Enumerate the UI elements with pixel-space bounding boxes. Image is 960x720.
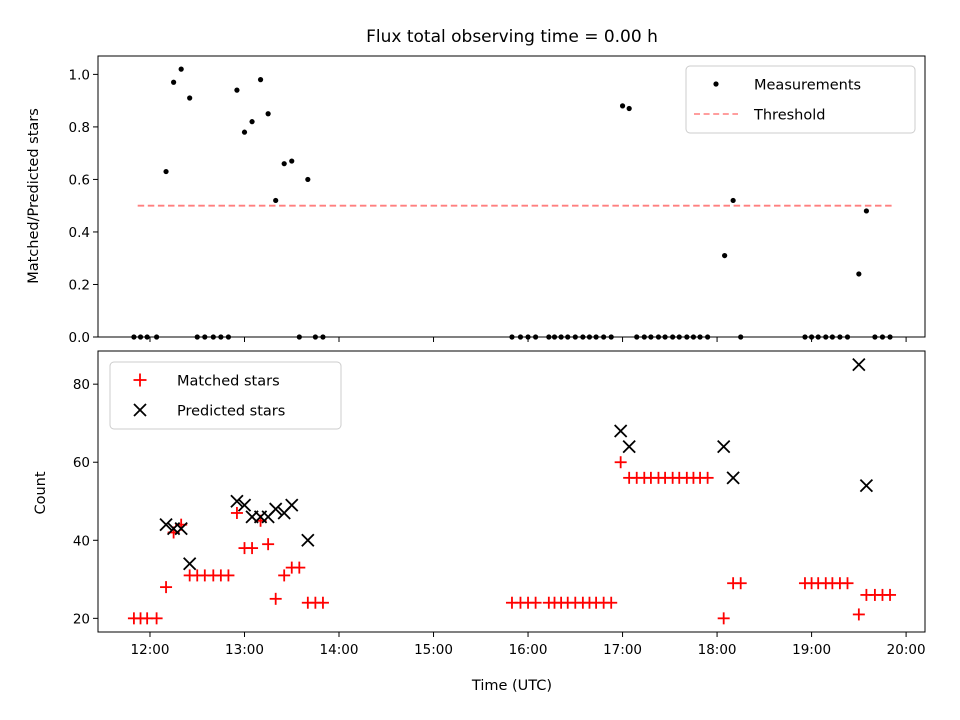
measurement-point xyxy=(730,197,736,204)
top-y-tick-label: 0.8 xyxy=(69,120,90,136)
predicted-stars-point xyxy=(614,424,628,438)
x-tick-label: 19:00 xyxy=(792,642,831,658)
predicted-stars-point xyxy=(301,533,315,547)
matched-stars-point xyxy=(246,542,259,555)
matched-stars-point xyxy=(230,506,243,519)
matched-stars-point xyxy=(614,456,627,469)
predicted-stars-point xyxy=(852,358,866,372)
matched-stars-point xyxy=(605,596,618,609)
predicted-stars-point xyxy=(159,518,173,532)
measurement-point xyxy=(289,158,295,164)
matched-stars-point xyxy=(316,596,329,609)
bottom-y-axis: 20 40 60 80 xyxy=(73,377,98,627)
predicted-legend-marker xyxy=(133,403,147,417)
x-axis-label: Time (UTC) xyxy=(471,678,552,694)
x-tick-label: 15:00 xyxy=(414,642,453,658)
bottom-y-tick-label: 80 xyxy=(73,377,90,393)
bottom-axes-frame xyxy=(97,350,926,633)
chart-title: Flux total observing time = 0.00 h xyxy=(366,27,658,47)
bottom-legend-box xyxy=(109,361,342,430)
predicted-stars-point xyxy=(183,557,197,571)
matched-legend-marker xyxy=(133,373,147,387)
x-tick-label: 17:00 xyxy=(603,642,642,658)
measurement-point xyxy=(856,271,862,277)
measurement-point xyxy=(305,176,311,183)
top-y-axis: 0.0 0.2 0.4 0.6 0.8 1.0 xyxy=(69,67,98,346)
bottom-y-axis-label: Count xyxy=(33,471,49,514)
x-tick-label: 16:00 xyxy=(509,642,548,658)
measurement-point xyxy=(171,79,177,85)
measurement-point xyxy=(178,66,184,72)
measurement-point xyxy=(863,208,870,214)
predicted-stars-point xyxy=(230,494,244,508)
measurement-point xyxy=(619,103,626,109)
predicted-stars-point xyxy=(622,439,636,454)
measurement-point xyxy=(273,197,279,204)
measurement-point xyxy=(281,161,287,167)
predicted-stars-point xyxy=(859,479,874,493)
top-legend: Measurements Threshold xyxy=(685,65,916,134)
matched-stars-point xyxy=(269,592,282,605)
top-y-tick-label: 1.0 xyxy=(69,67,90,83)
top-y-axis-label: Matched/Predicted stars xyxy=(26,108,42,284)
bottom-y-tick-label: 60 xyxy=(73,455,90,471)
matched-legend-label: Matched stars xyxy=(177,374,280,390)
measurements-panel: Flux total observing time = 0.00 h 0.00.… xyxy=(26,27,926,346)
top-y-tick-label: 0.6 xyxy=(69,172,90,188)
measurement-point xyxy=(187,95,193,101)
x-tick-label: 13:00 xyxy=(225,642,264,658)
measurement-point xyxy=(234,87,240,93)
measurement-point xyxy=(722,252,728,259)
predicted-legend-label: Predicted stars xyxy=(177,404,285,420)
measurements-legend-label: Measurements xyxy=(754,78,861,94)
counts-series xyxy=(127,358,897,625)
measurement-point xyxy=(626,105,632,112)
measurement-point xyxy=(241,129,248,135)
predicted-stars-point xyxy=(269,502,283,516)
matched-stars-point xyxy=(734,577,747,590)
measurement-point xyxy=(249,119,255,125)
measurement-point xyxy=(265,111,271,117)
bottom-x-axis: 12:00 13:00 14:00 15:00 16:00 17:00 18:00 19:00… xyxy=(131,632,926,658)
matched-stars-point xyxy=(529,596,542,609)
predicted-stars-point xyxy=(174,521,188,536)
predicted-stars-point xyxy=(717,439,731,454)
matched-stars-point xyxy=(841,577,854,590)
x-tick-label: 12:00 xyxy=(131,642,170,658)
bottom-y-tick-label: 20 xyxy=(73,611,90,627)
matched-stars-point xyxy=(160,581,173,594)
matched-stars-point xyxy=(262,538,275,551)
measurement-point xyxy=(163,168,169,175)
measurement-point xyxy=(257,77,264,83)
top-x-axis xyxy=(149,337,907,342)
top-y-tick-label: 0.2 xyxy=(69,277,90,293)
matched-stars-point xyxy=(717,612,730,625)
measurements-legend-marker xyxy=(713,81,719,87)
matched-stars-point xyxy=(278,569,291,582)
top-axes-frame xyxy=(97,55,926,338)
predicted-stars-point xyxy=(237,498,252,512)
matched-stars-point xyxy=(852,608,865,621)
matched-stars-point xyxy=(701,471,714,484)
x-tick-label: 20:00 xyxy=(887,642,926,658)
matched-stars-point xyxy=(222,569,235,582)
top-y-tick-label: 0.0 xyxy=(69,330,90,346)
matched-stars-point xyxy=(884,588,897,601)
matched-stars-point xyxy=(150,612,163,625)
predicted-stars-point xyxy=(285,498,299,512)
x-tick-label: 18:00 xyxy=(698,642,737,658)
bottom-y-tick-label: 40 xyxy=(73,533,90,549)
matched-stars-point xyxy=(293,561,306,574)
x-tick-label: 14:00 xyxy=(320,642,359,658)
threshold-legend-label: Threshold xyxy=(753,108,825,124)
bottom-legend: Matched stars Predicted stars xyxy=(109,361,342,430)
top-legend-box xyxy=(685,65,916,134)
predicted-stars-point xyxy=(726,471,740,485)
top-y-tick-label: 0.4 xyxy=(69,225,90,241)
